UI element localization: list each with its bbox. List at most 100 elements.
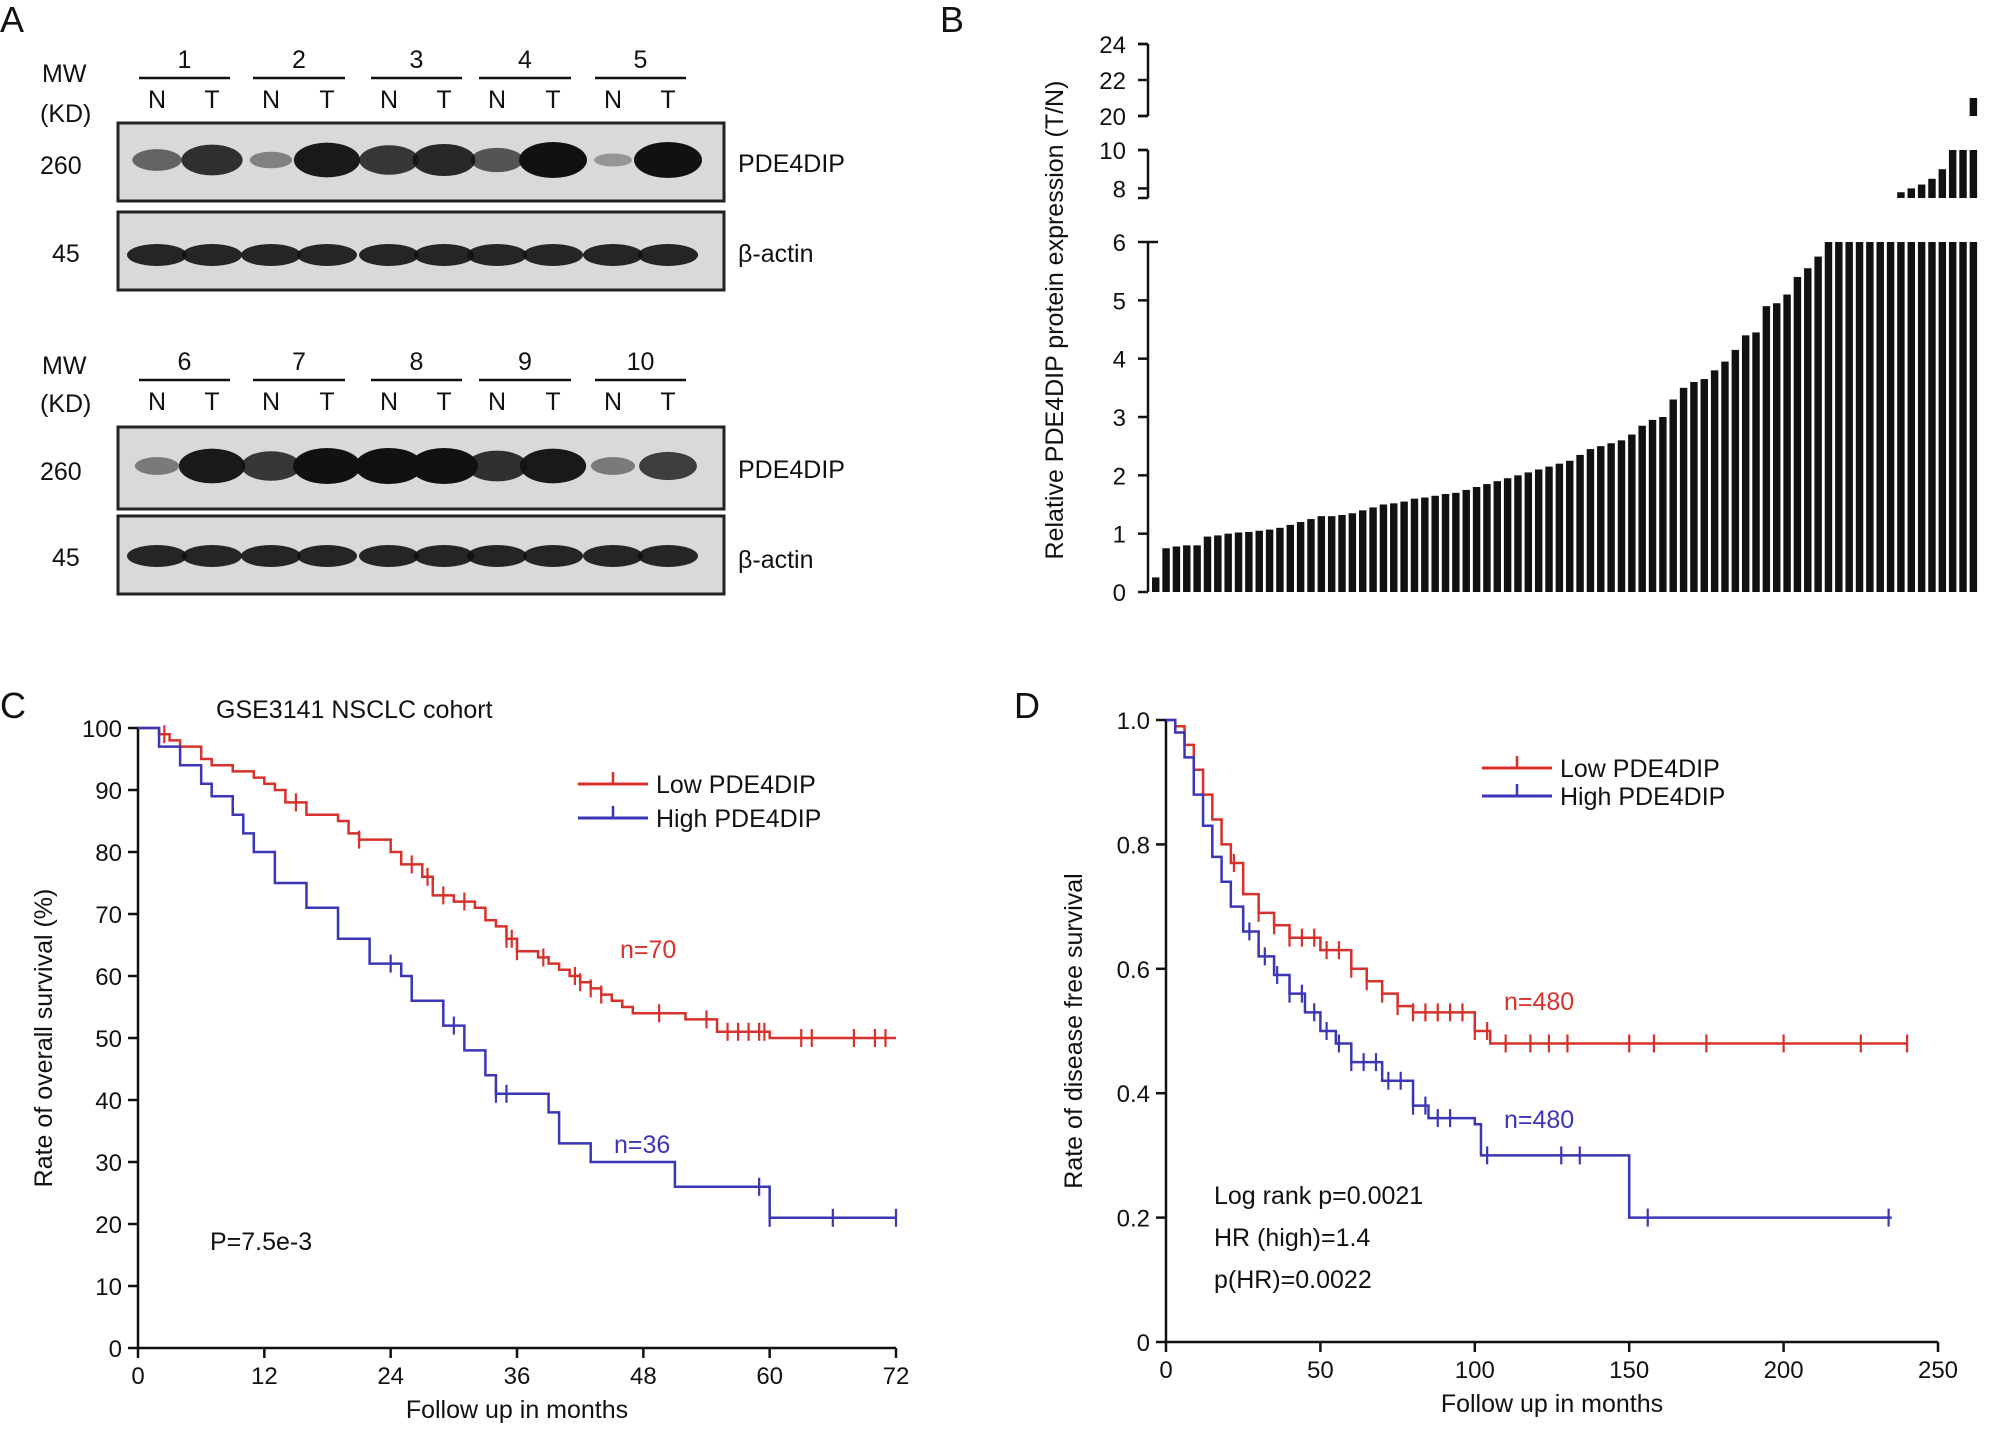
bar <box>1441 494 1450 592</box>
protein-band <box>470 147 524 173</box>
bar <box>1359 510 1367 592</box>
protein-band <box>293 448 361 484</box>
y-tick-label: 20 <box>1099 104 1126 131</box>
stat-annotation: p(HR)=0.0022 <box>1214 1266 1372 1294</box>
actin-label-row1: β-actin <box>738 240 814 268</box>
bar-mid-segment <box>1959 150 1967 198</box>
bar <box>1234 532 1243 592</box>
lane-label-tumor: T <box>545 388 560 416</box>
protein-band <box>639 451 697 481</box>
bar <box>1741 335 1750 592</box>
bar <box>1648 419 1657 592</box>
y-tick-label: 8 <box>1113 176 1126 203</box>
lane-label-tumor: T <box>436 388 451 416</box>
bar <box>1721 361 1729 592</box>
y-tick-label: 80 <box>95 840 122 867</box>
bar <box>1783 294 1791 592</box>
bar <box>1959 242 1967 592</box>
lane-label-normal: N <box>488 388 506 416</box>
bar <box>1814 256 1822 592</box>
panel-letter-c: C <box>0 685 26 726</box>
bar <box>1431 495 1439 592</box>
bar <box>1679 387 1688 592</box>
bar <box>1700 379 1709 592</box>
y-tick-label: 30 <box>95 1150 122 1177</box>
bar <box>1710 370 1719 592</box>
y-tick-label: 0 <box>1113 580 1126 607</box>
bar <box>1245 531 1253 592</box>
bar <box>1317 516 1326 592</box>
x-tick-label: 48 <box>630 1363 657 1390</box>
survival-curve <box>138 726 896 1220</box>
y-tick-label: 10 <box>95 1274 122 1301</box>
lane-label-normal: N <box>380 86 398 114</box>
sample-number: 2 <box>292 46 306 74</box>
legend-label: High PDE4DIP <box>1560 783 1725 811</box>
y-tick-label: 0 <box>109 1336 122 1363</box>
protein-band <box>134 457 180 475</box>
bar <box>1276 527 1284 592</box>
bar <box>1172 546 1181 592</box>
actin-band <box>414 244 474 266</box>
sample-number: 3 <box>410 46 424 74</box>
y-tick-label: 22 <box>1099 68 1126 95</box>
x-tick-label: 60 <box>756 1363 783 1390</box>
legend-label: High PDE4DIP <box>656 805 821 833</box>
bar <box>1969 242 1978 592</box>
kd-label-row2: (KD) <box>40 390 91 418</box>
bar <box>1597 446 1605 592</box>
bar <box>1286 524 1295 592</box>
sample-header-row1: 1N T2N T3N T4N T5N T <box>139 46 686 114</box>
protein-band <box>466 450 528 482</box>
actin-band <box>467 545 527 567</box>
protein-band <box>593 153 633 167</box>
lane-label-tumor: T <box>436 86 451 114</box>
actin-band <box>638 244 698 266</box>
bar <box>1897 242 1905 592</box>
lane-label-normal: N <box>148 388 166 416</box>
panel-letter-a: A <box>0 0 24 40</box>
bar <box>1348 513 1357 592</box>
y-axis-title: Rate of disease free survival <box>1060 873 1088 1188</box>
km-chart-c: 0 12 24 36 48 60 72 0 10 20 30 40 50 60 70 80 90 100 Follo… <box>30 696 909 1424</box>
bar <box>1296 522 1305 592</box>
bar <box>1410 498 1419 592</box>
x-tick-label: 250 <box>1918 1357 1958 1384</box>
series-n-label: n=480 <box>1504 988 1574 1016</box>
bar <box>1265 529 1274 592</box>
bar <box>1824 242 1833 592</box>
protein-band <box>590 457 636 475</box>
x-tick-label: 0 <box>131 1363 144 1390</box>
bar <box>1224 533 1232 592</box>
bar <box>1307 519 1315 592</box>
protein-band <box>359 145 419 175</box>
series-n-label: n=480 <box>1504 1106 1574 1134</box>
y-tick-label: 0 <box>1137 1330 1150 1357</box>
y-tick-label: 0.8 <box>1117 832 1150 859</box>
bar <box>1762 306 1771 592</box>
bar-chart-b: 0 1 2 3 4 5 6 8 10 20 22 24 Relative PDE4DIP protein… <box>1041 32 1978 607</box>
legend-label: Low PDE4DIP <box>656 771 816 799</box>
y-tick-label: 0.4 <box>1117 1081 1150 1108</box>
actin-band <box>467 244 527 266</box>
actin-band <box>297 545 357 567</box>
x-tick-label: 72 <box>883 1363 910 1390</box>
y-tick-label: 4 <box>1113 347 1126 374</box>
bar <box>1917 242 1926 592</box>
actin-label-row2: β-actin <box>738 546 814 574</box>
bar <box>1255 530 1263 592</box>
lane-label-tumor: T <box>319 86 334 114</box>
p-value-annotation: P=7.5e-3 <box>210 1228 312 1256</box>
kd-label-row1: (KD) <box>40 100 91 128</box>
actin-band <box>297 244 357 266</box>
x-tick-label: 200 <box>1764 1357 1804 1384</box>
bar <box>1193 545 1201 592</box>
y-tick-label: 90 <box>95 778 122 805</box>
panel-a: A MW (KD) 1N T2N T3N T4N T5N T 260 45 PDE4DIP… <box>0 0 845 596</box>
y-tick-label: 10 <box>1099 138 1126 165</box>
actin-band <box>182 244 242 266</box>
bar <box>1514 475 1522 592</box>
bar-mid-segment <box>1917 184 1926 198</box>
protein-band <box>410 448 478 484</box>
sample-number: 7 <box>292 348 306 376</box>
